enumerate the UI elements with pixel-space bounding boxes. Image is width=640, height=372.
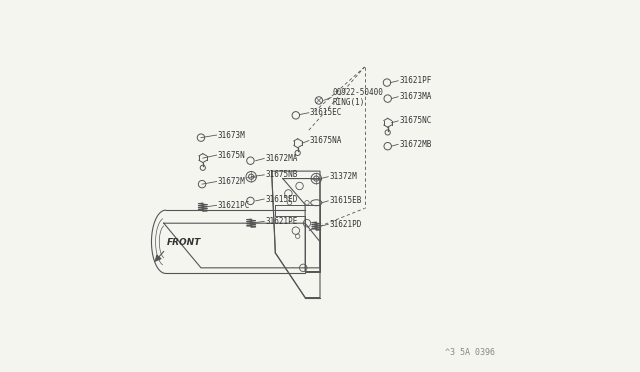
Text: 00922-50400
RING(1): 00922-50400 RING(1) — [332, 88, 383, 107]
Text: 31675NB: 31675NB — [266, 170, 298, 179]
Text: 31615EB: 31615EB — [330, 196, 362, 205]
Text: 31673MA: 31673MA — [399, 92, 431, 101]
Text: 31621PD: 31621PD — [330, 220, 362, 229]
Text: 31672MA: 31672MA — [266, 154, 298, 163]
Text: 31673M: 31673M — [218, 131, 246, 140]
Text: 31621PE: 31621PE — [266, 217, 298, 226]
Text: 31615ED: 31615ED — [266, 195, 298, 203]
Text: ^3 5A 0396: ^3 5A 0396 — [445, 348, 495, 357]
Text: 31672M: 31672M — [218, 177, 246, 186]
Text: 31615EC: 31615EC — [310, 108, 342, 117]
Text: 31621PF: 31621PF — [399, 76, 431, 85]
Text: 31675N: 31675N — [218, 151, 246, 160]
Text: FRONT: FRONT — [166, 238, 200, 247]
Text: 31675NC: 31675NC — [399, 116, 431, 125]
Text: 31672MB: 31672MB — [399, 140, 431, 149]
Text: 31621PC: 31621PC — [218, 201, 250, 210]
Text: 31675NA: 31675NA — [310, 136, 342, 145]
Text: 31372M: 31372M — [330, 172, 357, 181]
